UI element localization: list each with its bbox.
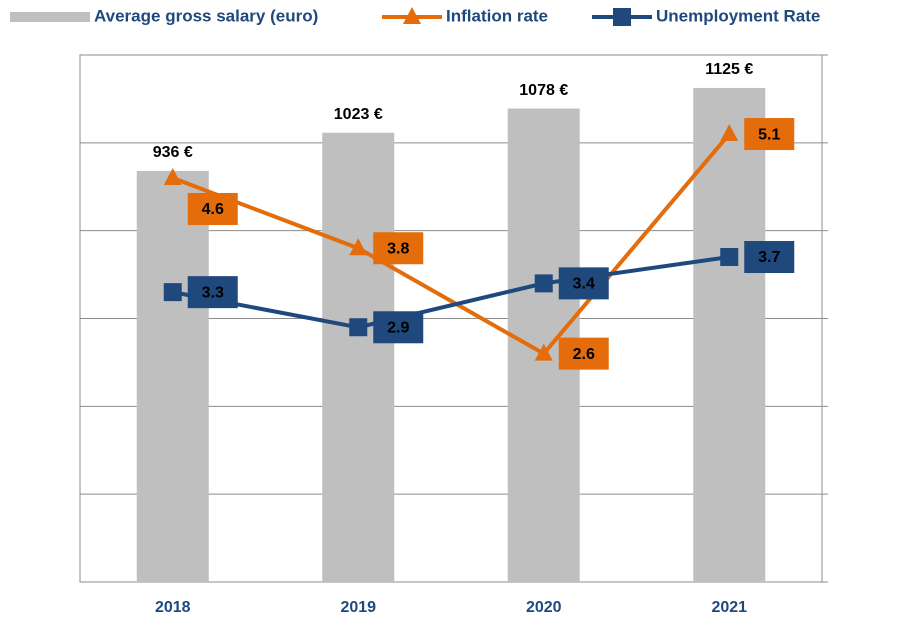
data-label: 936 € (153, 144, 193, 161)
data-label: 2.9 (387, 320, 409, 337)
x-tick-label: 2019 (340, 599, 376, 616)
data-label: 3.3 (202, 284, 224, 301)
line (172, 255, 730, 330)
data-label: 1078 € (519, 82, 568, 99)
marker (163, 167, 182, 185)
marker (720, 124, 739, 142)
marker (720, 248, 739, 267)
data-label-box (558, 267, 609, 300)
legend-label: Unemployment Rate (656, 6, 820, 25)
data-label-box (558, 337, 609, 370)
bar (322, 132, 395, 583)
marker (349, 318, 368, 337)
data-label-box (187, 276, 238, 309)
bar (136, 170, 209, 582)
legend-swatch (10, 12, 90, 22)
x-tick-label: 2020 (526, 599, 562, 616)
data-label: 1023 € (334, 106, 383, 123)
data-label: 3.7 (758, 249, 780, 266)
data-label-box (744, 118, 795, 151)
line (172, 132, 731, 357)
x-tick-label: 2021 (711, 599, 747, 616)
data-label: 4.6 (202, 201, 224, 218)
legend-marker (613, 8, 631, 26)
marker (163, 283, 182, 302)
data-label-box (373, 311, 424, 344)
data-label: 3.4 (573, 276, 595, 293)
data-label-box (744, 241, 795, 274)
x-tick-label: 2018 (155, 599, 191, 616)
legend-label: Average gross salary (euro) (94, 6, 318, 25)
data-label: 1125 € (705, 61, 753, 78)
data-label: 2.6 (573, 346, 595, 363)
data-label: 5.1 (758, 126, 780, 143)
legend-label: Inflation rate (446, 6, 548, 25)
data-label-box (373, 232, 424, 265)
legend-marker (403, 7, 421, 24)
marker (349, 238, 368, 256)
marker (534, 274, 553, 293)
data-label: 3.8 (387, 240, 409, 257)
bar (693, 87, 766, 582)
data-label-box (187, 192, 238, 225)
marker (534, 343, 553, 361)
